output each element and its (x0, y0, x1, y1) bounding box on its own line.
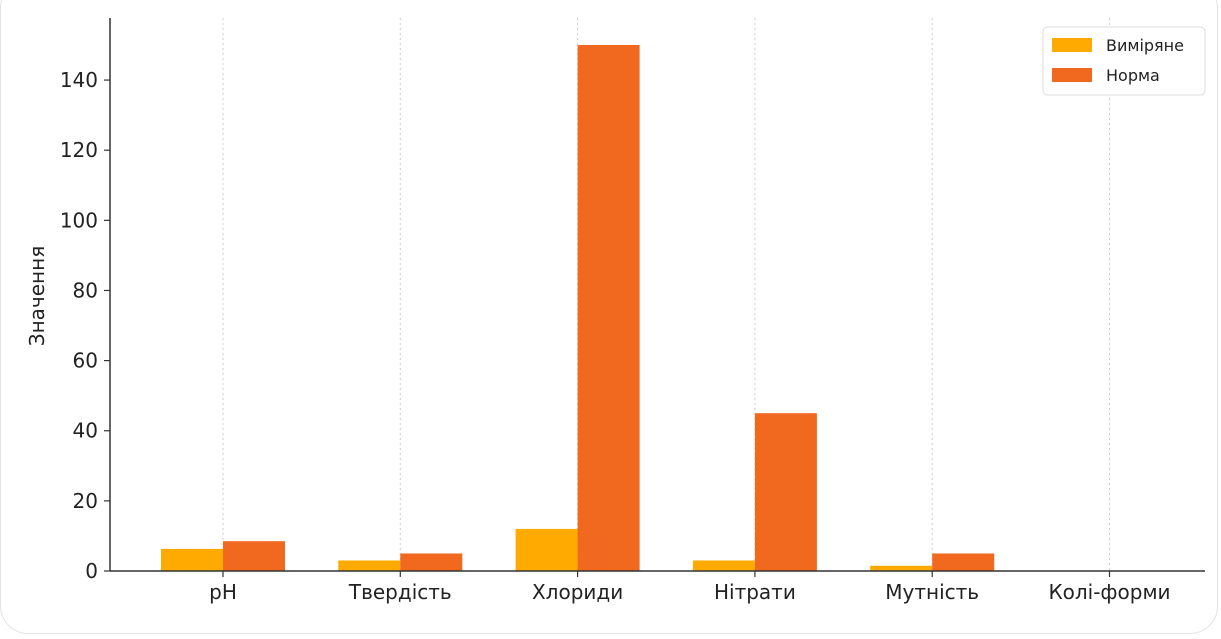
x-tick-label: Хлориди (532, 580, 623, 604)
y-tick-label: 80 (73, 278, 98, 302)
bar-norm-1 (400, 553, 463, 571)
y-tick-label: 20 (73, 489, 98, 513)
bar-measured-2 (515, 528, 578, 571)
y-tick-label: 120 (60, 138, 98, 162)
legend-swatch-measured (1052, 38, 1092, 52)
bar-measured-1 (338, 560, 401, 571)
legend: Виміряне Норма (1042, 26, 1206, 96)
y-tick-label: 140 (60, 68, 98, 92)
x-tick-label: Твердість (348, 580, 452, 604)
x-tick-label: pH (209, 580, 237, 604)
y-tick-label: 60 (73, 349, 98, 373)
bar-measured-0 (161, 548, 223, 571)
x-tick-label: Колі-форми (1048, 580, 1170, 604)
legend-label-norm: Норма (1106, 66, 1160, 85)
bar-norm-4 (932, 553, 995, 571)
x-ticks: pH Твердість Хлориди Нітрати Мутність Колі-фо… (209, 571, 1171, 604)
bar-norm-2 (577, 45, 640, 571)
y-ticks: 0 20 40 60 80 100 120 140 (60, 68, 110, 583)
y-axis-label: Значення (25, 246, 49, 346)
x-tick-label: Мутність (885, 580, 979, 604)
y-tick-label: 0 (85, 559, 98, 583)
legend-swatch-norm (1052, 68, 1092, 82)
bar-norm-3 (754, 413, 817, 571)
bar-measured-3 (692, 560, 755, 571)
gridlines (222, 18, 1110, 571)
x-tick-label: Нітрати (714, 580, 796, 604)
y-tick-label: 100 (60, 208, 98, 232)
bars (161, 45, 995, 571)
bar-measured-4 (870, 565, 933, 571)
bar-norm-0 (223, 541, 285, 571)
legend-label-measured: Виміряне (1106, 36, 1184, 55)
y-tick-label: 40 (73, 419, 98, 443)
